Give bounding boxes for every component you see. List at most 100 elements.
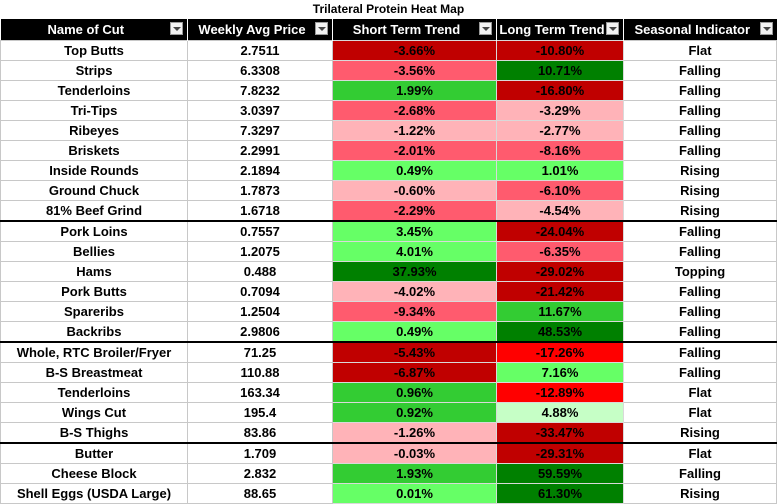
cell-seasonal-indicator[interactable]: Falling <box>623 301 777 322</box>
cell-weekly-avg-price[interactable]: 1.2504 <box>187 301 333 322</box>
cell-weekly-avg-price[interactable]: 88.65 <box>187 483 333 504</box>
cell-short-term-trend[interactable]: -2.68% <box>332 100 497 121</box>
filter-dropdown-icon[interactable] <box>606 22 619 35</box>
cell-short-term-trend[interactable]: 0.92% <box>332 402 497 423</box>
cell-short-term-trend[interactable]: -1.22% <box>332 120 497 141</box>
filter-dropdown-icon[interactable] <box>479 22 492 35</box>
cell-weekly-avg-price[interactable]: 71.25 <box>187 341 333 363</box>
cell-long-term-trend[interactable]: 59.59% <box>496 463 624 484</box>
cell-name-of-cut[interactable]: 81% Beef Grind <box>0 200 188 222</box>
filter-dropdown-icon[interactable] <box>759 22 773 35</box>
cell-name-of-cut[interactable]: Bellies <box>0 241 188 262</box>
cell-long-term-trend[interactable]: -16.80% <box>496 80 624 101</box>
cell-weekly-avg-price[interactable]: 110.88 <box>187 362 333 383</box>
cell-name-of-cut[interactable]: Pork Butts <box>0 281 188 302</box>
cell-name-of-cut[interactable]: Shell Eggs (USDA Large) <box>0 483 188 504</box>
cell-long-term-trend[interactable]: -12.89% <box>496 382 624 403</box>
cell-weekly-avg-price[interactable]: 2.9806 <box>187 321 333 343</box>
cell-weekly-avg-price[interactable]: 0.488 <box>187 261 333 282</box>
cell-weekly-avg-price[interactable]: 163.34 <box>187 382 333 403</box>
cell-short-term-trend[interactable]: 0.49% <box>332 321 497 343</box>
cell-short-term-trend[interactable]: -2.01% <box>332 140 497 161</box>
cell-name-of-cut[interactable]: Cheese Block <box>0 463 188 484</box>
cell-seasonal-indicator[interactable]: Flat <box>623 402 777 423</box>
cell-short-term-trend[interactable]: 3.45% <box>332 220 497 242</box>
cell-weekly-avg-price[interactable]: 3.0397 <box>187 100 333 121</box>
cell-name-of-cut[interactable]: Whole, RTC Broiler/Fryer <box>0 341 188 363</box>
cell-seasonal-indicator[interactable]: Falling <box>623 341 777 363</box>
cell-long-term-trend[interactable]: -29.02% <box>496 261 624 282</box>
filter-dropdown-icon[interactable] <box>315 22 328 35</box>
cell-short-term-trend[interactable]: -3.56% <box>332 60 497 81</box>
cell-long-term-trend[interactable]: -8.16% <box>496 140 624 161</box>
cell-name-of-cut[interactable]: Tenderloins <box>0 80 188 101</box>
cell-name-of-cut[interactable]: Hams <box>0 261 188 282</box>
cell-name-of-cut[interactable]: B-S Thighs <box>0 422 188 444</box>
cell-weekly-avg-price[interactable]: 6.3308 <box>187 60 333 81</box>
cell-seasonal-indicator[interactable]: Flat <box>623 40 777 61</box>
cell-name-of-cut[interactable]: Ground Chuck <box>0 180 188 201</box>
cell-weekly-avg-price[interactable]: 1.7873 <box>187 180 333 201</box>
cell-seasonal-indicator[interactable]: Falling <box>623 321 777 343</box>
cell-seasonal-indicator[interactable]: Rising <box>623 483 777 504</box>
cell-name-of-cut[interactable]: Top Butts <box>0 40 188 61</box>
cell-name-of-cut[interactable]: Strips <box>0 60 188 81</box>
cell-short-term-trend[interactable]: -2.29% <box>332 200 497 222</box>
cell-short-term-trend[interactable]: 0.49% <box>332 160 497 181</box>
cell-seasonal-indicator[interactable]: Rising <box>623 160 777 181</box>
cell-weekly-avg-price[interactable]: 1.2075 <box>187 241 333 262</box>
cell-long-term-trend[interactable]: -6.10% <box>496 180 624 201</box>
cell-name-of-cut[interactable]: Backribs <box>0 321 188 343</box>
cell-weekly-avg-price[interactable]: 7.8232 <box>187 80 333 101</box>
cell-short-term-trend[interactable]: -0.60% <box>332 180 497 201</box>
cell-short-term-trend[interactable]: 0.96% <box>332 382 497 403</box>
cell-name-of-cut[interactable]: B-S Breastmeat <box>0 362 188 383</box>
cell-short-term-trend[interactable]: -1.26% <box>332 422 497 444</box>
cell-long-term-trend[interactable]: -24.04% <box>496 220 624 242</box>
cell-seasonal-indicator[interactable]: Falling <box>623 140 777 161</box>
filter-dropdown-icon[interactable] <box>170 22 183 35</box>
cell-weekly-avg-price[interactable]: 1.6718 <box>187 200 333 222</box>
cell-weekly-avg-price[interactable]: 83.86 <box>187 422 333 444</box>
cell-long-term-trend[interactable]: 61.30% <box>496 483 624 504</box>
cell-short-term-trend[interactable]: -4.02% <box>332 281 497 302</box>
cell-seasonal-indicator[interactable]: Rising <box>623 200 777 222</box>
cell-weekly-avg-price[interactable]: 2.832 <box>187 463 333 484</box>
cell-long-term-trend[interactable]: 7.16% <box>496 362 624 383</box>
cell-long-term-trend[interactable]: 10.71% <box>496 60 624 81</box>
cell-long-term-trend[interactable]: 4.88% <box>496 402 624 423</box>
cell-long-term-trend[interactable]: -6.35% <box>496 241 624 262</box>
cell-seasonal-indicator[interactable]: Falling <box>623 281 777 302</box>
cell-name-of-cut[interactable]: Pork Loins <box>0 220 188 242</box>
cell-name-of-cut[interactable]: Spareribs <box>0 301 188 322</box>
cell-name-of-cut[interactable]: Inside Rounds <box>0 160 188 181</box>
cell-long-term-trend[interactable]: -17.26% <box>496 341 624 363</box>
cell-weekly-avg-price[interactable]: 0.7557 <box>187 220 333 242</box>
cell-long-term-trend[interactable]: -29.31% <box>496 442 624 464</box>
cell-seasonal-indicator[interactable]: Falling <box>623 100 777 121</box>
cell-weekly-avg-price[interactable]: 195.4 <box>187 402 333 423</box>
cell-long-term-trend[interactable]: -2.77% <box>496 120 624 141</box>
cell-long-term-trend[interactable]: -21.42% <box>496 281 624 302</box>
cell-weekly-avg-price[interactable]: 0.7094 <box>187 281 333 302</box>
cell-name-of-cut[interactable]: Tenderloins <box>0 382 188 403</box>
cell-name-of-cut[interactable]: Briskets <box>0 140 188 161</box>
cell-long-term-trend[interactable]: 1.01% <box>496 160 624 181</box>
cell-short-term-trend[interactable]: 0.01% <box>332 483 497 504</box>
cell-name-of-cut[interactable]: Butter <box>0 442 188 464</box>
cell-weekly-avg-price[interactable]: 2.1894 <box>187 160 333 181</box>
cell-short-term-trend[interactable]: 4.01% <box>332 241 497 262</box>
cell-short-term-trend[interactable]: 1.99% <box>332 80 497 101</box>
cell-seasonal-indicator[interactable]: Falling <box>623 362 777 383</box>
cell-short-term-trend[interactable]: 1.93% <box>332 463 497 484</box>
cell-seasonal-indicator[interactable]: Falling <box>623 241 777 262</box>
cell-seasonal-indicator[interactable]: Falling <box>623 463 777 484</box>
cell-seasonal-indicator[interactable]: Flat <box>623 382 777 403</box>
cell-seasonal-indicator[interactable]: Rising <box>623 422 777 444</box>
cell-seasonal-indicator[interactable]: Falling <box>623 60 777 81</box>
cell-seasonal-indicator[interactable]: Falling <box>623 80 777 101</box>
cell-seasonal-indicator[interactable]: Flat <box>623 442 777 464</box>
cell-name-of-cut[interactable]: Wings Cut <box>0 402 188 423</box>
cell-seasonal-indicator[interactable]: Rising <box>623 180 777 201</box>
cell-weekly-avg-price[interactable]: 7.3297 <box>187 120 333 141</box>
